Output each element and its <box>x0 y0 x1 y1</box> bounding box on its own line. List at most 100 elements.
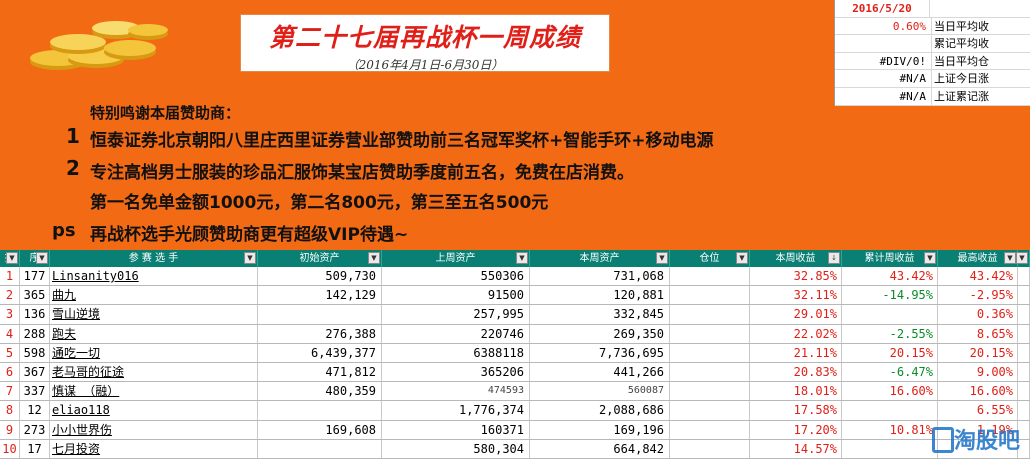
cell-initial-assets[interactable]: 169,608 <box>258 420 382 439</box>
cell-weekly-return[interactable]: 18.01% <box>750 382 842 401</box>
filter-dropdown-icon[interactable]: ▼ <box>656 252 668 264</box>
cell-initial-assets[interactable] <box>258 305 382 324</box>
cell-cumulative-return[interactable]: 43.42% <box>842 267 938 286</box>
cell-rank[interactable]: 9 <box>0 420 20 439</box>
cell-cumulative-return[interactable] <box>842 401 938 420</box>
cell-seq[interactable]: 17 <box>20 439 50 458</box>
cell-rank[interactable]: 8 <box>0 401 20 420</box>
cell-player[interactable]: 通吃一切 <box>50 343 258 362</box>
cell-cumulative-return[interactable]: -6.47% <box>842 362 938 382</box>
cell-last-week-assets[interactable]: 160371 <box>382 420 530 439</box>
cell-rank[interactable]: 2 <box>0 286 20 305</box>
filter-dropdown-icon[interactable]: ▼ <box>924 252 936 264</box>
cell-initial-assets[interactable] <box>258 401 382 420</box>
cell-position[interactable] <box>670 286 750 305</box>
cell-cumulative-return[interactable]: 16.60% <box>842 382 938 401</box>
cell-seq[interactable]: 273 <box>20 420 50 439</box>
cell-seq[interactable]: 598 <box>20 343 50 362</box>
cell-position[interactable] <box>670 362 750 382</box>
cell-cumulative-return[interactable]: -2.55% <box>842 324 938 343</box>
cell-weekly-return[interactable]: 14.57% <box>750 439 842 458</box>
cell-weekly-return[interactable]: 29.01% <box>750 305 842 324</box>
column-header-rank[interactable]: 排▼ <box>0 250 20 267</box>
stats-value[interactable] <box>835 35 931 52</box>
cell-weekly-return[interactable]: 20.83% <box>750 362 842 382</box>
column-header-initial-assets[interactable]: 初始资产 ▼ <box>258 250 382 267</box>
cell-cumulative-return[interactable] <box>842 305 938 324</box>
column-header-max-return[interactable]: 最高收益 ▼ <box>938 250 1018 267</box>
cell-max-return[interactable]: 16.60% <box>938 382 1018 401</box>
cell-this-week-assets[interactable]: 560087 <box>530 382 670 401</box>
filter-dropdown-icon[interactable]: ▼ <box>736 252 748 264</box>
cell-initial-assets[interactable]: 509,730 <box>258 267 382 286</box>
cell-rank[interactable]: 5 <box>0 343 20 362</box>
cell-last-week-assets[interactable]: 365206 <box>382 362 530 382</box>
cell-player[interactable]: eliao118 <box>50 401 258 420</box>
cell-position[interactable] <box>670 324 750 343</box>
cell-position[interactable] <box>670 401 750 420</box>
cell-cumulative-return[interactable]: -14.95% <box>842 286 938 305</box>
cell-max-return[interactable] <box>938 439 1018 458</box>
column-header-weekly-return[interactable]: 本周收益 ↓ <box>750 250 842 267</box>
cell-extra[interactable] <box>1018 343 1030 362</box>
cell-this-week-assets[interactable]: 731,068 <box>530 267 670 286</box>
cell-weekly-return[interactable]: 32.85% <box>750 267 842 286</box>
filter-dropdown-icon[interactable]: ▼ <box>368 252 380 264</box>
cell-this-week-assets[interactable]: 7,736,695 <box>530 343 670 362</box>
stats-date[interactable]: 2016/5/20 <box>852 2 912 15</box>
cell-rank[interactable]: 10 <box>0 439 20 458</box>
cell-last-week-assets[interactable]: 257,995 <box>382 305 530 324</box>
cell-position[interactable] <box>670 305 750 324</box>
cell-position[interactable] <box>670 267 750 286</box>
filter-dropdown-icon[interactable]: ▼ <box>516 252 528 264</box>
cell-this-week-assets[interactable]: 269,350 <box>530 324 670 343</box>
cell-weekly-return[interactable]: 21.11% <box>750 343 842 362</box>
cell-player[interactable]: Linsanity016 <box>50 267 258 286</box>
cell-weekly-return[interactable]: 17.58% <box>750 401 842 420</box>
stats-value[interactable]: #DIV/0! <box>879 54 926 68</box>
cell-initial-assets[interactable] <box>258 439 382 458</box>
cell-rank[interactable]: 6 <box>0 362 20 382</box>
cell-player[interactable]: 老马哥的征途 <box>50 362 258 382</box>
cell-weekly-return[interactable]: 22.02% <box>750 324 842 343</box>
stats-value[interactable]: #N/A <box>899 89 927 103</box>
column-header-this-week-assets[interactable]: 本周资产 ▼ <box>530 250 670 267</box>
cell-player[interactable]: 小小世界伤 <box>50 420 258 439</box>
cell-seq[interactable]: 177 <box>20 267 50 286</box>
cell-this-week-assets[interactable]: 120,881 <box>530 286 670 305</box>
cell-last-week-assets[interactable]: 1,776,374 <box>382 401 530 420</box>
cell-rank[interactable]: 4 <box>0 324 20 343</box>
cell-this-week-assets[interactable]: 169,196 <box>530 420 670 439</box>
cell-last-week-assets[interactable]: 580,304 <box>382 439 530 458</box>
cell-rank[interactable]: 3 <box>0 305 20 324</box>
cell-cumulative-return[interactable]: 20.15% <box>842 343 938 362</box>
cell-extra[interactable] <box>1018 401 1030 420</box>
cell-seq[interactable]: 12 <box>20 401 50 420</box>
stats-value[interactable]: 0.60% <box>892 19 926 33</box>
cell-initial-assets[interactable]: 142,129 <box>258 286 382 305</box>
cell-last-week-assets[interactable]: 91500 <box>382 286 530 305</box>
cell-player[interactable]: 跑夫 <box>50 324 258 343</box>
cell-extra[interactable] <box>1018 286 1030 305</box>
cell-player[interactable]: 曲九 <box>50 286 258 305</box>
cell-last-week-assets[interactable]: 220746 <box>382 324 530 343</box>
cell-position[interactable] <box>670 382 750 401</box>
cell-max-return[interactable]: -2.95% <box>938 286 1018 305</box>
column-header-seq[interactable]: 序 ▼ <box>20 250 50 267</box>
cell-extra[interactable] <box>1018 362 1030 382</box>
cell-rank[interactable]: 1 <box>0 267 20 286</box>
stats-value[interactable]: #N/A <box>899 72 927 86</box>
cell-max-return[interactable]: 43.42% <box>938 267 1018 286</box>
cell-this-week-assets[interactable]: 441,266 <box>530 362 670 382</box>
cell-seq[interactable]: 337 <box>20 382 50 401</box>
cell-max-return[interactable]: 9.00% <box>938 362 1018 382</box>
cell-seq[interactable]: 288 <box>20 324 50 343</box>
column-header-cumulative-return[interactable]: 累计周收益 ▼ <box>842 250 938 267</box>
filter-dropdown-icon[interactable]: ▼ <box>244 252 256 264</box>
cell-seq[interactable]: 365 <box>20 286 50 305</box>
filter-dropdown-icon[interactable]: ▼ <box>6 252 18 264</box>
cell-max-return[interactable]: 20.15% <box>938 343 1018 362</box>
cell-last-week-assets[interactable]: 474593 <box>382 382 530 401</box>
cell-extra[interactable] <box>1018 382 1030 401</box>
column-header-player[interactable]: 参 赛 选 手 ▼ <box>50 250 258 267</box>
